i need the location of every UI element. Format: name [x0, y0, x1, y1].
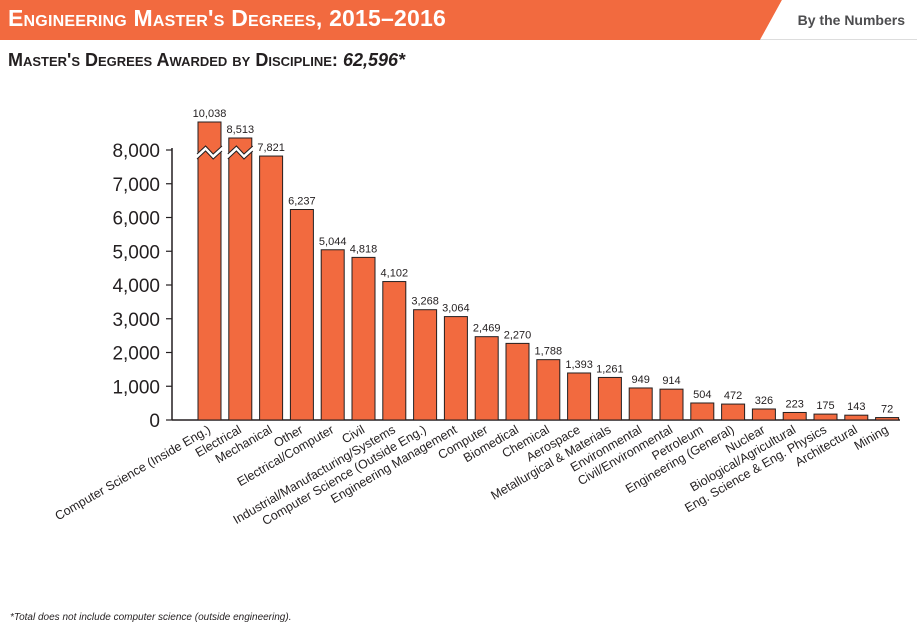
x-tick-label: Computer Science (Inside Eng.): [53, 422, 213, 523]
bar: [567, 372, 592, 421]
y-tick-label: 1,000: [112, 377, 160, 398]
axis-break-line: [196, 150, 223, 160]
axis-break-line: [196, 145, 223, 155]
footnote: *Total does not include computer science…: [10, 612, 292, 623]
data-label: 4,818: [350, 243, 378, 255]
bar: [659, 388, 684, 421]
data-label: 472: [724, 390, 742, 402]
bar: [505, 342, 530, 421]
bar: [289, 209, 314, 421]
y-tick-label: 8,000: [112, 141, 160, 162]
data-label: 1,261: [596, 363, 624, 375]
data-label: 949: [632, 374, 650, 386]
axis-break-gap: [227, 146, 253, 159]
y-tick-label: 3,000: [112, 310, 160, 331]
bar: [875, 417, 900, 421]
axis-break-line: [227, 145, 254, 155]
chart-title-total: 62,596*: [342, 50, 405, 70]
bar: [782, 411, 807, 421]
bar: [690, 402, 715, 421]
axis-break-gap: [197, 146, 222, 159]
bar: [382, 281, 407, 421]
bar: [413, 309, 438, 421]
y-tick-label: 2,000: [112, 344, 160, 365]
data-label: 10,038: [193, 108, 227, 120]
data-label: 1,788: [535, 346, 563, 358]
bar: [721, 403, 746, 421]
data-label: 3,268: [411, 296, 439, 308]
bar: [597, 376, 622, 421]
bar: [320, 249, 345, 421]
bar: [751, 408, 776, 421]
data-label: 4,102: [381, 268, 409, 280]
page-title: Engineering Master's Degrees, 2015–2016: [8, 5, 446, 31]
y-tick-label: 7,000: [112, 175, 160, 196]
bar: [628, 387, 653, 421]
y-tick-label: 0: [149, 411, 160, 432]
chart-title-text: Master's Degrees Awarded by Discipline:: [8, 50, 338, 70]
axis-break-line: [227, 150, 254, 160]
data-label: 504: [693, 389, 711, 401]
data-label: 2,469: [473, 323, 501, 335]
data-label: 914: [662, 375, 680, 387]
bar: [259, 155, 284, 421]
data-label: 7,821: [257, 142, 285, 154]
data-label: 1,393: [565, 359, 593, 371]
data-label: 143: [847, 401, 865, 413]
bar-chart: 0 1,000 2,000 3,000 4,000 5,000 6,000 7,000 8,00…: [53, 108, 900, 528]
bar: [443, 316, 468, 421]
y-tick-label: 5,000: [112, 242, 160, 263]
data-label: 8,513: [227, 124, 255, 136]
data-label: 2,270: [504, 329, 532, 341]
chart-title: Master's Degrees Awarded by Discipline: …: [8, 50, 405, 71]
data-label: 326: [755, 395, 773, 407]
section-badge: By the Numbers: [797, 12, 905, 28]
bar: [197, 121, 222, 421]
bar: [536, 359, 561, 421]
bar: [228, 137, 253, 421]
bar: [844, 414, 869, 421]
y-tick-label: 6,000: [112, 209, 160, 230]
banner-orange-band: [0, 0, 782, 40]
banner-background: [0, 0, 917, 40]
header-banner: Engineering Master's Degrees, 2015–2016 …: [0, 0, 917, 40]
bar: [351, 256, 376, 421]
data-label: 3,064: [442, 303, 470, 315]
y-tick-label: 4,000: [112, 276, 160, 297]
data-label: 223: [786, 398, 804, 410]
x-tick-label: Mining: [852, 422, 891, 453]
bar: [474, 336, 499, 421]
bar: [813, 413, 838, 421]
data-label: 6,237: [288, 196, 316, 208]
data-label: 175: [816, 400, 834, 412]
data-label: 5,044: [319, 236, 347, 248]
banner-badge-panel: [760, 0, 917, 40]
data-label: 72: [881, 404, 893, 416]
